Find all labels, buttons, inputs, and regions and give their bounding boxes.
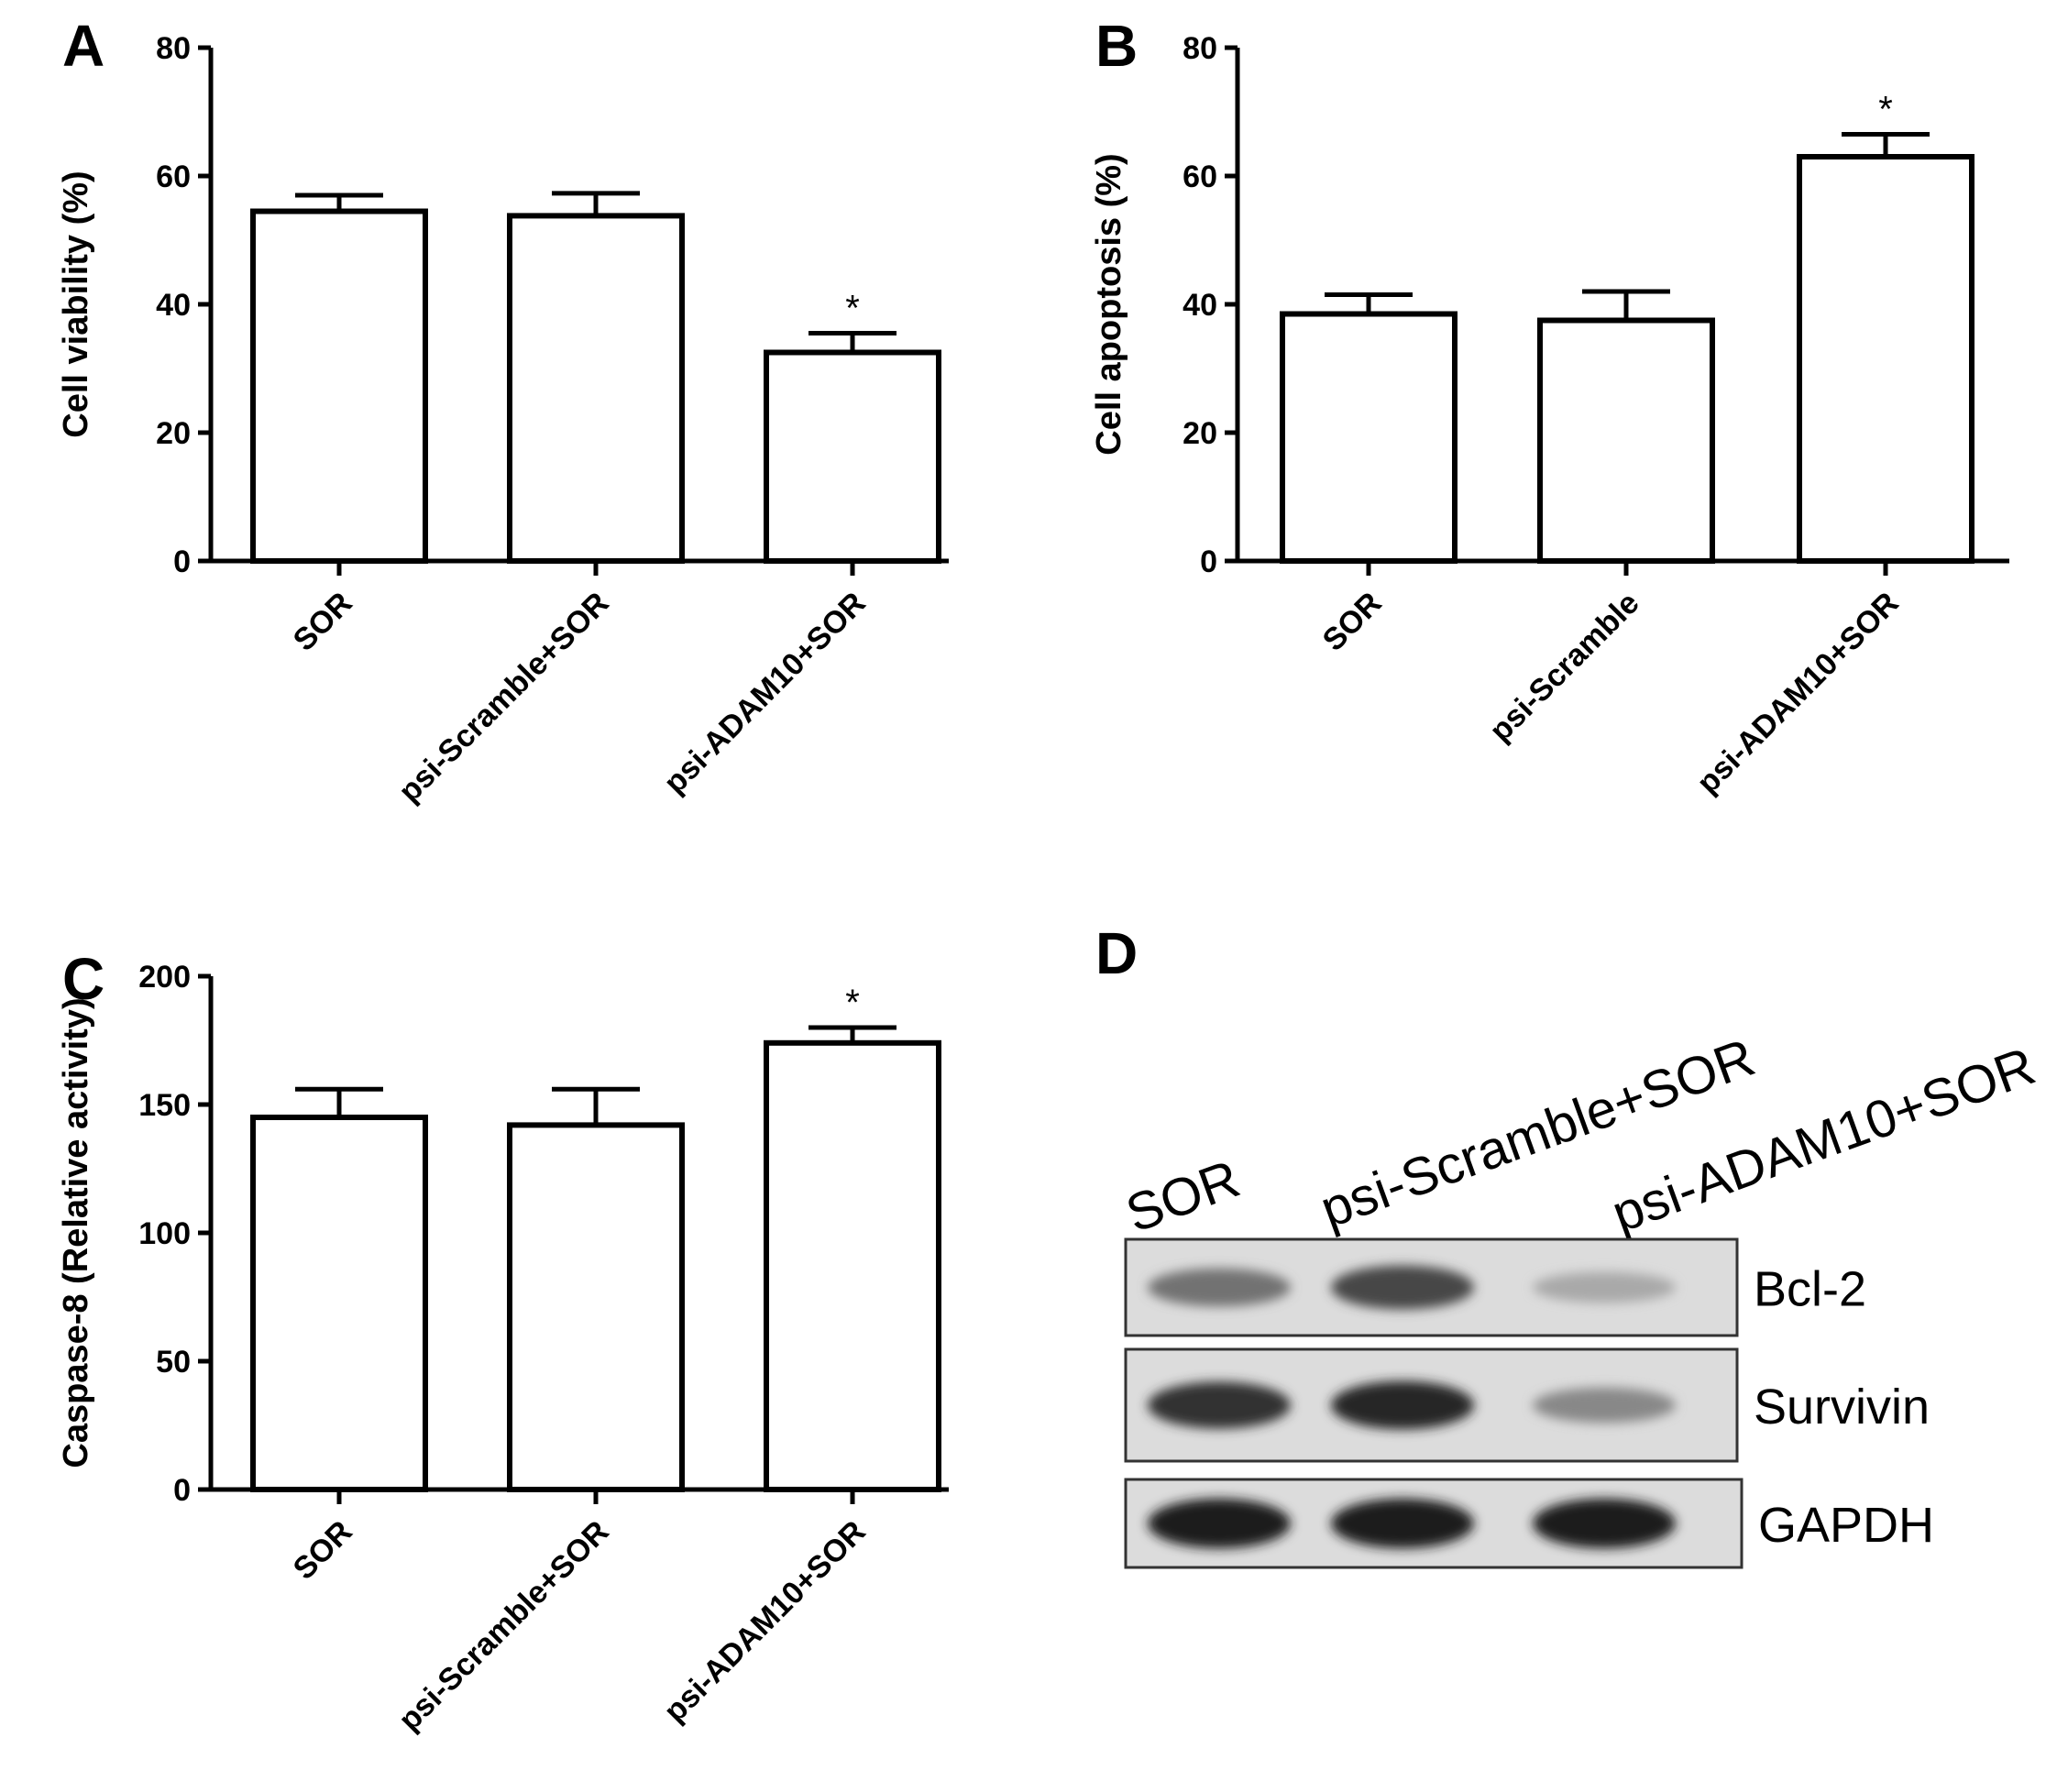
- blot-band: [1331, 1265, 1474, 1310]
- y-tick-label: 40: [1182, 288, 1217, 323]
- blot-row-survivin: Survivin: [1124, 1347, 1930, 1463]
- bar: [250, 208, 428, 564]
- chart-panel-a: A 0 20 40 60 80 Cell viability (%) SOR psi-Scram…: [57, 13, 949, 809]
- x-category-label: psi-Scramble: [1483, 586, 1646, 749]
- blot-band: [1148, 1381, 1291, 1429]
- blot-row-gapdh: GAPDH: [1124, 1478, 1934, 1569]
- y-tick-label: 60: [1182, 159, 1217, 194]
- blot-band: [1533, 1498, 1676, 1549]
- bar: [764, 1039, 941, 1493]
- blot-row-label: Survivin: [1754, 1380, 1930, 1435]
- x-category-label: SOR: [287, 1514, 359, 1587]
- blot-row-label: Bcl-2: [1754, 1262, 1866, 1317]
- bar: [250, 1115, 428, 1492]
- y-tick-label: 50: [156, 1345, 191, 1380]
- y-tick-label: 0: [173, 1473, 191, 1508]
- y-axis-title: Cell apoptosis (%): [1090, 153, 1128, 455]
- chart-panel-b: B 0 20 40 60 80 Cell apoptosis (%) SOR psi-Scram…: [1090, 13, 2009, 800]
- x-category-label: psi-Scramble+SOR: [392, 586, 616, 809]
- bar: [764, 349, 941, 564]
- y-axis-title: Caspase-8 (Relative activity): [57, 997, 95, 1468]
- x-category-label: psi-ADAM10+SOR: [657, 586, 873, 801]
- blot-band: [1533, 1271, 1676, 1303]
- panel-letter: C: [62, 946, 104, 1012]
- blot-row-label: GAPDH: [1758, 1498, 1934, 1553]
- y-tick-label: 150: [138, 1088, 191, 1123]
- blot-band: [1331, 1498, 1474, 1549]
- bar: [507, 213, 685, 564]
- panel-letter: D: [1095, 920, 1138, 986]
- y-tick-label: 0: [173, 544, 191, 579]
- panel-letter: B: [1095, 13, 1138, 79]
- significance-marker: *: [845, 289, 860, 329]
- y-tick-label: 100: [138, 1216, 191, 1251]
- x-category-label: SOR: [287, 586, 359, 658]
- bar: [507, 1122, 685, 1493]
- y-tick-label: 20: [1182, 416, 1217, 451]
- x-category-label: psi-Scramble+SOR: [392, 1514, 616, 1738]
- bar: [1797, 154, 1974, 564]
- blot-band: [1148, 1268, 1291, 1307]
- y-tick-label: 80: [1182, 31, 1217, 66]
- bar: [1537, 317, 1715, 564]
- y-axis-title: Cell viability (%): [57, 170, 95, 437]
- x-category-label: SOR: [1316, 586, 1389, 658]
- y-tick-label: 20: [156, 416, 191, 451]
- x-category-label: psi-ADAM10+SOR: [1690, 586, 1906, 801]
- chart-panel-c: C 0 50 100 150 200 Caspase-8 (Relative activit…: [57, 946, 949, 1738]
- y-tick-label: 40: [156, 288, 191, 323]
- blot-band: [1533, 1387, 1676, 1424]
- significance-marker: *: [845, 983, 860, 1023]
- panel-letter: A: [62, 13, 104, 79]
- y-tick-label: 60: [156, 159, 191, 194]
- bar: [1280, 311, 1458, 564]
- y-tick-label: 0: [1200, 544, 1217, 579]
- y-tick-label: 80: [156, 31, 191, 66]
- y-tick-label: 200: [138, 960, 191, 995]
- x-category-label: psi-ADAM10+SOR: [657, 1514, 873, 1730]
- blot-lane-label: SOR: [1118, 1149, 1247, 1244]
- significance-marker: *: [1878, 90, 1893, 130]
- blot-band: [1148, 1498, 1291, 1549]
- blot-row-bcl-2: Bcl-2: [1124, 1237, 1866, 1337]
- blot-band: [1331, 1380, 1474, 1430]
